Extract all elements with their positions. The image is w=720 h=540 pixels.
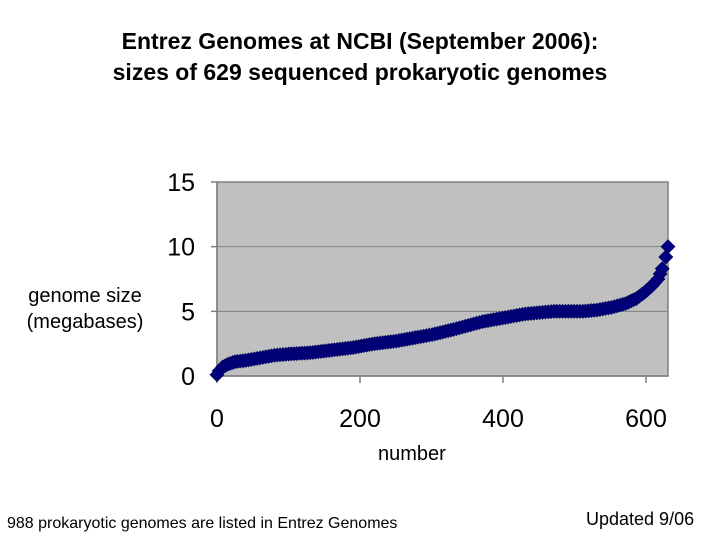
y-tick-label: 0	[181, 363, 195, 391]
x-tick-label: 400	[482, 405, 524, 433]
data-point	[654, 261, 670, 277]
chart-title-line1: Entrez Genomes at NCBI (September 2006):	[121, 28, 599, 54]
x-tick-label: 0	[210, 405, 224, 433]
x-axis-label: number	[378, 443, 446, 465]
x-tick-label: 600	[625, 405, 667, 433]
data-point	[660, 239, 676, 255]
y-tick-label: 15	[167, 169, 195, 197]
chart-title: Entrez Genomes at NCBI (September 2006):…	[0, 26, 720, 88]
chart-title-line2: sizes of 629 sequenced prokaryotic genom…	[112, 59, 608, 85]
plot-area	[216, 181, 669, 377]
x-tick-label: 200	[339, 405, 381, 433]
y-tick-label: 10	[167, 234, 195, 262]
y-tick-label: 5	[181, 298, 195, 326]
y-axis-label: genome size (megabases)	[26, 285, 144, 333]
data-point	[658, 249, 674, 265]
updated-note: Updated 9/06	[586, 509, 695, 529]
footnote: 988 prokaryotic genomes are listed in En…	[7, 515, 398, 532]
